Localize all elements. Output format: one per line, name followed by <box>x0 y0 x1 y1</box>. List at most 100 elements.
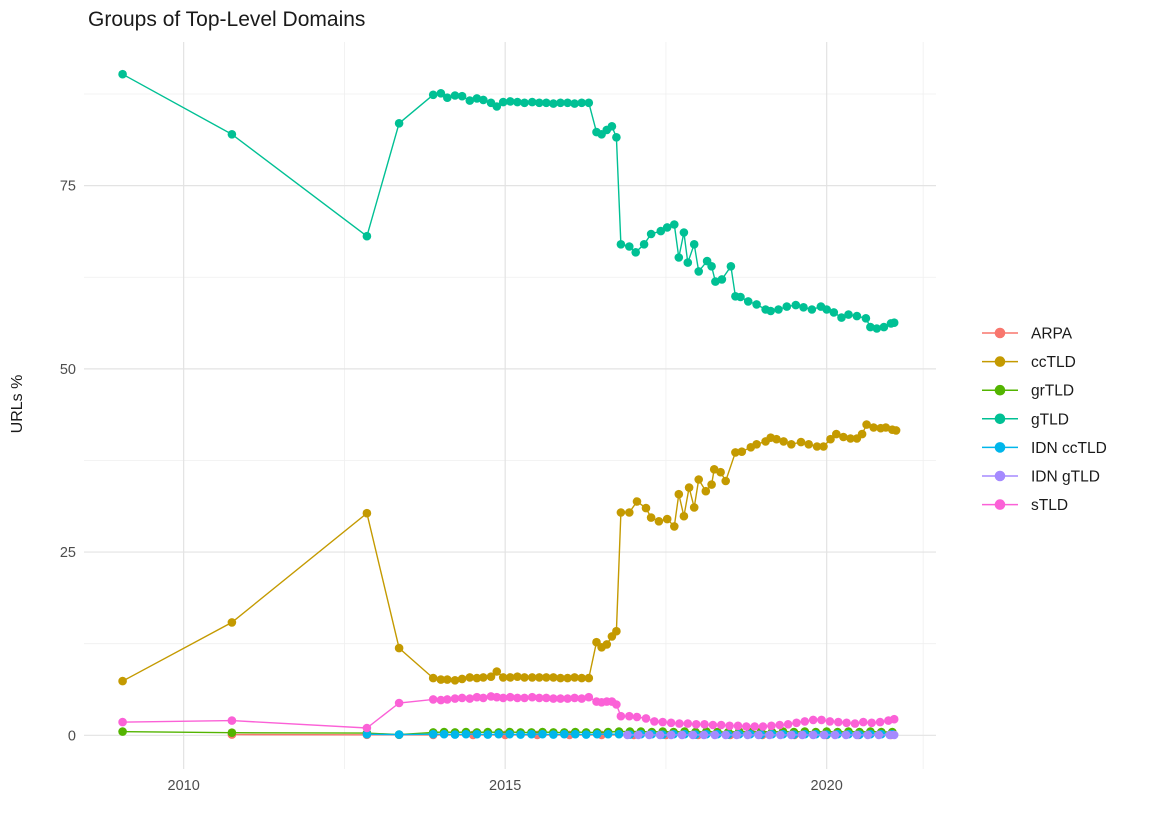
data-point <box>458 694 467 703</box>
series-line <box>123 425 897 681</box>
data-point <box>458 675 467 684</box>
data-point <box>725 722 734 731</box>
x-tick-label: 2010 <box>168 778 200 794</box>
data-point <box>520 694 529 703</box>
data-point <box>787 440 796 449</box>
data-point <box>684 719 693 728</box>
data-point <box>839 433 848 442</box>
data-point <box>776 731 785 740</box>
data-point <box>752 300 761 309</box>
data-point <box>774 305 783 314</box>
series-gTLD <box>118 70 898 333</box>
data-point <box>738 447 747 456</box>
data-point <box>678 731 687 740</box>
data-point <box>767 722 776 731</box>
data-point <box>809 716 818 725</box>
data-point <box>440 730 449 739</box>
gridlines <box>84 42 936 769</box>
data-point <box>826 717 835 726</box>
data-point <box>820 731 829 740</box>
data-point <box>718 275 727 284</box>
data-point <box>625 508 634 517</box>
data-point <box>875 731 884 740</box>
data-point <box>727 262 736 271</box>
data-point <box>842 719 851 728</box>
data-point <box>645 731 654 740</box>
data-point <box>118 677 127 686</box>
data-point <box>647 230 656 239</box>
data-point <box>429 695 438 704</box>
legend-key-dot <box>995 385 1006 396</box>
legend-key-dot <box>995 414 1006 425</box>
data-point <box>752 440 761 449</box>
data-point <box>867 719 876 728</box>
data-point <box>642 714 651 723</box>
data-point <box>694 267 703 276</box>
data-point <box>787 731 796 740</box>
data-point <box>658 718 667 727</box>
data-point <box>617 712 626 721</box>
data-point <box>633 713 642 722</box>
data-point <box>429 730 438 739</box>
legend-key-dot <box>995 356 1006 367</box>
data-point <box>118 727 127 736</box>
data-point <box>451 676 460 685</box>
data-point <box>853 731 862 740</box>
data-point <box>631 248 640 257</box>
data-point <box>744 297 753 306</box>
data-point <box>844 310 853 319</box>
data-point <box>690 240 699 249</box>
data-point <box>667 731 676 740</box>
data-point <box>625 712 634 721</box>
data-point <box>118 718 127 727</box>
y-tick-label: 0 <box>68 728 76 744</box>
legend-label: ARPA <box>1031 326 1073 343</box>
data-point <box>473 730 482 739</box>
data-point <box>853 312 862 321</box>
data-point <box>363 232 372 241</box>
data-point <box>830 308 839 317</box>
data-point <box>680 512 689 521</box>
data-point <box>792 301 801 310</box>
data-point <box>831 731 840 740</box>
data-point <box>675 253 684 262</box>
data-point <box>655 517 664 526</box>
data-point <box>890 318 899 327</box>
data-point <box>873 324 882 333</box>
data-point <box>395 119 404 128</box>
data-point <box>612 700 621 709</box>
data-point <box>754 731 763 740</box>
legend-item-IDN-ccTLD: IDN ccTLD <box>982 440 1107 457</box>
data-point <box>640 240 649 249</box>
legend-item-ARPA: ARPA <box>982 326 1073 343</box>
data-point <box>685 483 694 492</box>
series-line <box>123 74 895 328</box>
legend-label: IDN ccTLD <box>1031 440 1107 457</box>
data-point <box>443 695 452 704</box>
data-point <box>765 731 774 740</box>
data-point <box>466 694 475 703</box>
y-axis-title: URLs % <box>9 375 26 434</box>
data-point <box>779 437 788 446</box>
legend-label: gTLD <box>1031 411 1069 428</box>
data-point <box>615 730 624 739</box>
data-point <box>520 99 529 108</box>
y-tick-label: 75 <box>60 179 76 195</box>
data-point <box>363 724 372 733</box>
data-point <box>675 719 684 728</box>
data-point <box>859 718 868 727</box>
data-point <box>577 694 586 703</box>
data-point <box>707 262 716 271</box>
data-point <box>395 644 404 653</box>
data-point <box>604 730 613 739</box>
data-point <box>228 130 237 139</box>
data-point <box>792 719 801 728</box>
data-point <box>479 673 488 682</box>
data-point <box>571 730 580 739</box>
data-point <box>759 722 768 731</box>
legend-key-dot <box>995 442 1006 453</box>
legend-label: ccTLD <box>1031 354 1076 371</box>
data-point <box>700 731 709 740</box>
data-point <box>784 720 793 729</box>
